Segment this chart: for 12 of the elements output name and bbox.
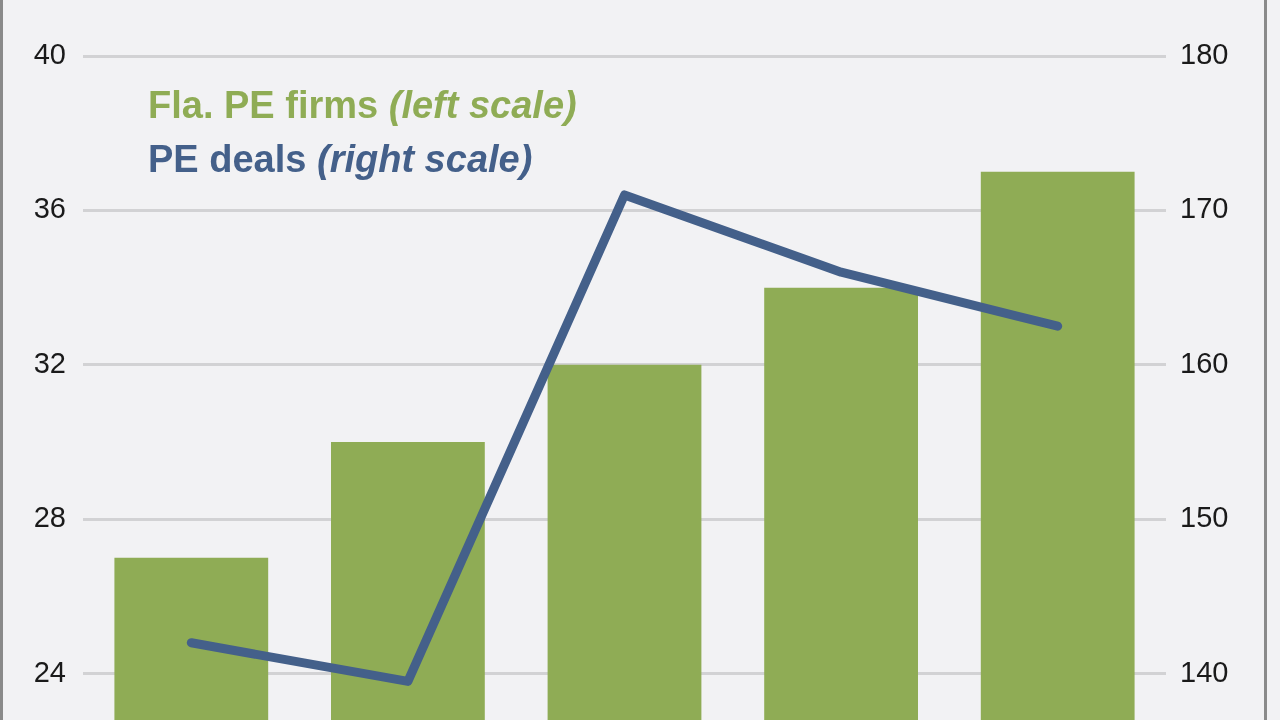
y2-tick-label: 140 [1180,655,1229,688]
y2-tick-label: 180 [1180,38,1229,70]
y2-tick-label: 160 [1180,346,1229,379]
y2-tick-label: 150 [1180,501,1229,534]
y-tick-label: 32 [33,346,66,379]
y-tick-label: 24 [33,655,66,688]
text: Fla. PE firms (left scale) [148,83,577,128]
y-tick-label: 28 [33,501,66,534]
text: PE deals (right scale) [148,137,534,182]
y2-tick-label: 170 [1180,192,1229,225]
y-tick-label: 40 [33,38,66,70]
y-tick-label: 36 [33,192,66,225]
